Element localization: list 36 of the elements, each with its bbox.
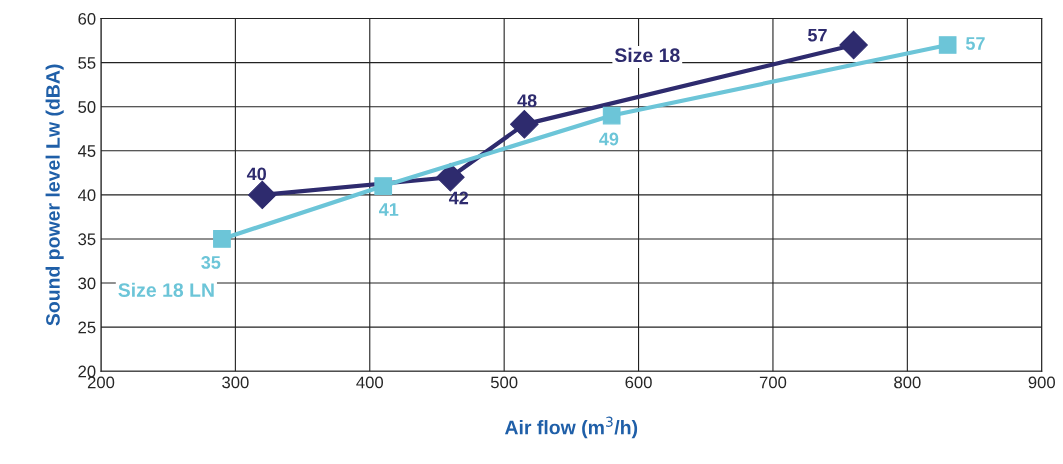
point: [839, 30, 868, 60]
data-label: 41: [379, 203, 399, 216]
y-tick-label: 30: [78, 277, 96, 290]
series-label: Size 18: [614, 47, 680, 63]
data-label: 48: [517, 94, 537, 107]
series-label: Size 18 LN: [118, 282, 214, 297]
y-tick-label: 55: [78, 57, 96, 69]
point: [938, 36, 957, 54]
data-label: 35: [201, 256, 221, 269]
data-label: 49: [599, 132, 619, 146]
y-tick-label: 50: [78, 101, 96, 113]
x-tick-label: 900: [1028, 376, 1055, 389]
x-tick-label: 400: [356, 376, 384, 389]
y-tick-label: 40: [77, 189, 96, 202]
data-label: 57: [965, 37, 985, 50]
data-label: 40: [246, 167, 266, 181]
x-tick-label: 800: [894, 376, 921, 389]
point: [602, 106, 621, 125]
point: [213, 230, 231, 248]
point: [247, 180, 277, 210]
y-axis-title: Sound power level Lw (dBA): [45, 64, 64, 326]
x-tick-label: 300: [222, 376, 249, 389]
data-label: 57: [807, 28, 827, 42]
y-tick-label: 45: [77, 145, 96, 157]
point: [510, 110, 539, 139]
y-tick-label: 35: [78, 233, 96, 246]
x-tick-label: 200: [87, 376, 115, 389]
data-label: 42: [448, 191, 469, 205]
y-tick-label: 25: [78, 321, 96, 334]
x-axis-title: Air flow (m$^{3}$/h): [504, 416, 638, 439]
x-tick-label: 600: [625, 376, 652, 389]
x-tick-label: 700: [759, 376, 787, 389]
x-tick-label: 500: [490, 376, 518, 389]
y-tick-label: 20: [78, 365, 96, 378]
point: [374, 177, 393, 195]
y-tick-label: 60: [78, 12, 96, 25]
